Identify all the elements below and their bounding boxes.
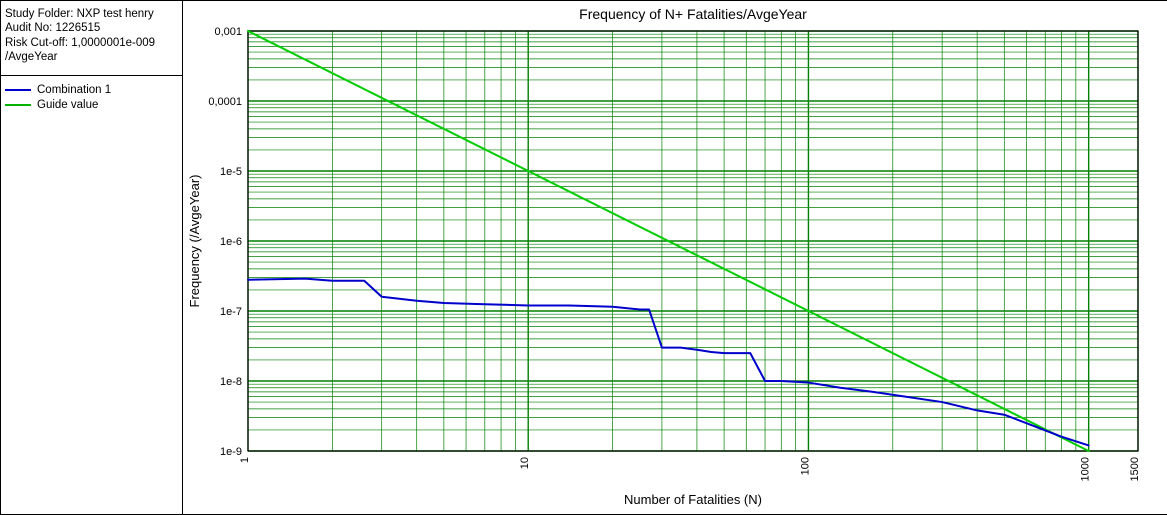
legend-panel: Combination 1 Guide value	[1, 76, 182, 122]
svg-text:1e-7: 1e-7	[220, 306, 242, 318]
svg-text:Frequency (/AvgeYear): Frequency (/AvgeYear)	[187, 175, 202, 308]
svg-text:1000: 1000	[1080, 457, 1092, 481]
legend-swatch	[5, 104, 31, 106]
info-panel: Study Folder: NXP test henry Audit No: 1…	[1, 1, 182, 76]
svg-text:1e-5: 1e-5	[220, 166, 242, 178]
study-folder-value: NXP test henry	[77, 8, 154, 20]
legend-label: Combination 1	[37, 84, 111, 96]
svg-text:1500: 1500	[1129, 457, 1141, 481]
study-folder-label: Study Folder:	[5, 8, 73, 20]
audit-no-value: 1226515	[56, 22, 101, 34]
legend-swatch	[5, 89, 31, 91]
legend-item: Guide value	[5, 99, 178, 111]
legend-label: Guide value	[37, 99, 98, 111]
svg-text:Frequency of N+ Fatalities/Avg: Frequency of N+ Fatalities/AvgeYear	[579, 6, 807, 22]
svg-text:10: 10	[519, 457, 531, 469]
risk-cutoff-value: 1,0000001e-009	[71, 37, 155, 49]
legend-item: Combination 1	[5, 84, 178, 96]
svg-text:100: 100	[799, 457, 811, 475]
risk-cutoff-label: Risk Cut-off:	[5, 37, 68, 49]
audit-no-label: Audit No:	[5, 22, 52, 34]
risk-cutoff-line: Risk Cut-off: 1,0000001e-009	[5, 36, 178, 50]
svg-text:1e-9: 1e-9	[220, 446, 242, 458]
svg-text:Number of Fatalities (N): Number of Fatalities (N)	[624, 492, 762, 507]
study-folder-line: Study Folder: NXP test henry	[5, 7, 178, 21]
fn-chart: 110100100015001e-91e-81e-71e-61e-50,0001…	[183, 1, 1167, 514]
svg-text:0,001: 0,001	[214, 26, 242, 38]
chart-area: 110100100015001e-91e-81e-71e-61e-50,0001…	[183, 1, 1166, 514]
sidebar: Study Folder: NXP test henry Audit No: 1…	[1, 1, 182, 514]
svg-text:0,0001: 0,0001	[208, 96, 242, 108]
risk-cutoff-unit: /AvgeYear	[5, 50, 178, 64]
audit-no-line: Audit No: 1226515	[5, 21, 178, 35]
svg-text:1e-8: 1e-8	[220, 376, 242, 388]
app-container: Study Folder: NXP test henry Audit No: 1…	[0, 0, 1167, 515]
svg-text:1e-6: 1e-6	[220, 236, 242, 248]
